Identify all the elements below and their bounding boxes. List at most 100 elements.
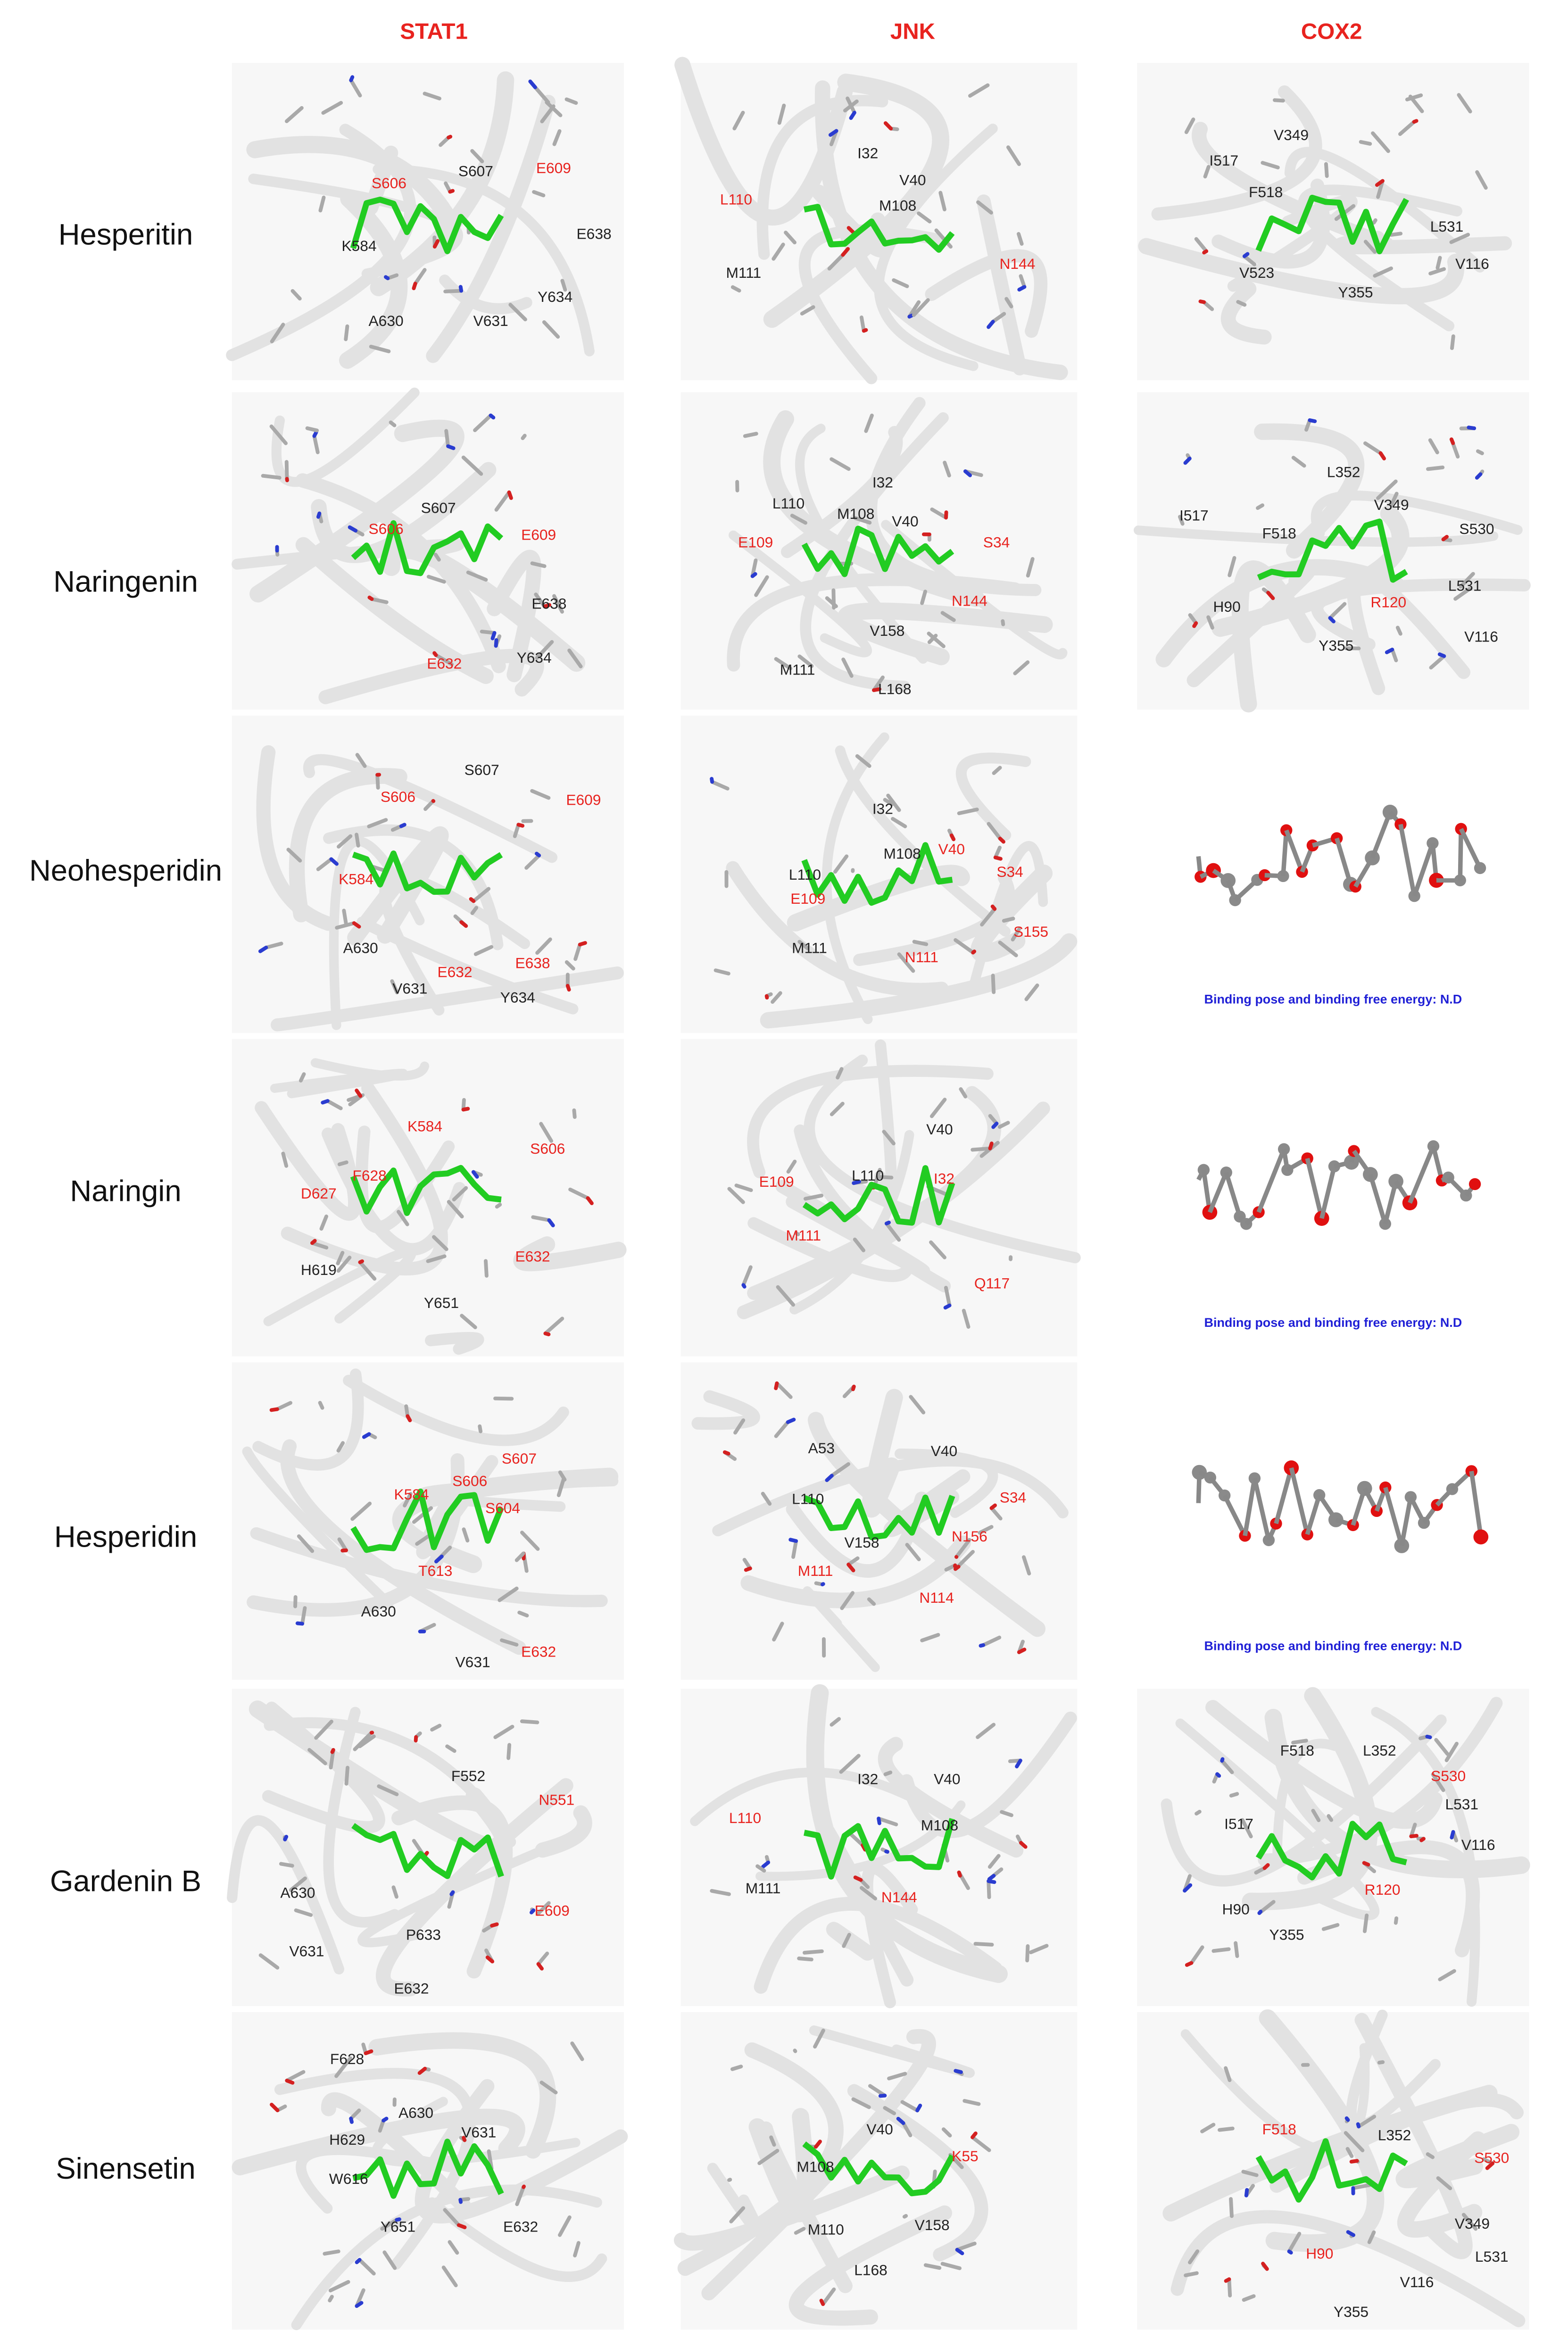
residue-stick: [1261, 161, 1280, 170]
residue-tip: [1449, 437, 1455, 445]
residue-stick: [297, 1534, 315, 1553]
bond: [1319, 1166, 1337, 1219]
ribbon: [1205, 1700, 1443, 1829]
residue-label: Q117: [974, 1275, 1010, 1292]
bond: [1274, 1467, 1294, 1524]
residue-label: V349: [1274, 126, 1309, 143]
residue-stick: [853, 516, 872, 525]
residue-stick: [335, 921, 356, 930]
bond: [1398, 824, 1417, 897]
residue-tip: [1328, 616, 1336, 624]
panel: I32 M108 V40 L110 S34 E109 M111 N111 S155: [680, 716, 1078, 1033]
residue-label: V40: [934, 1770, 960, 1787]
residue-stick: [370, 597, 389, 604]
residue-tip: [406, 1414, 412, 1423]
bond: [1305, 1494, 1322, 1535]
ribbon: [426, 94, 556, 363]
ribbon: [323, 824, 504, 950]
residue-stick: [1016, 232, 1024, 246]
residue-stick: [1409, 1823, 1417, 1839]
residue-stick: [321, 101, 343, 115]
residue-tip: [955, 2248, 964, 2256]
residue-label: T613: [418, 1562, 452, 1579]
residue-stick: [940, 2262, 962, 2270]
residue-stick: [380, 2218, 399, 2231]
residue-label: V158: [870, 622, 904, 639]
residue-stick: [976, 200, 993, 215]
residue-label: V349: [1455, 2215, 1490, 2232]
residue-stick: [543, 1316, 564, 1336]
residue-tip: [943, 1303, 952, 1310]
residue-tip: [979, 1643, 986, 1648]
residue-stick: [460, 1314, 477, 1329]
residue-stick: [314, 1719, 333, 1740]
residue-stick: [775, 1381, 793, 1399]
panel: F628 A630 H629 V631 W616 Y651 E632: [232, 2012, 628, 2331]
residue-stick: [300, 1606, 307, 1626]
residue-stick: [281, 1151, 289, 1168]
residue-tip: [1356, 2122, 1361, 2129]
ligand: [801, 842, 953, 906]
residue-tip: [1224, 2277, 1231, 2283]
residue-tip: [954, 2069, 963, 2074]
residue-stick: [892, 278, 909, 288]
ribbon: [729, 530, 872, 658]
residue-label: M111: [798, 1562, 833, 1579]
residue-stick: [1184, 117, 1195, 134]
residue-tip: [954, 1565, 961, 1571]
ribbon: [968, 841, 1048, 994]
residue-label: V158: [915, 2216, 950, 2233]
residue-stick: [851, 2097, 871, 2109]
residue-tip: [853, 1875, 863, 1882]
residue-tip: [741, 1283, 747, 1289]
residue-label: D627: [301, 1185, 337, 1202]
residue-label: E638: [531, 595, 566, 612]
residue-label: V40: [892, 513, 918, 530]
residue-stick: [772, 242, 785, 261]
residue-stick: [470, 149, 484, 164]
residue-stick: [729, 2206, 746, 2223]
residue-stick: [545, 100, 563, 117]
residue-stick: [337, 834, 353, 849]
residue-tip: [471, 1170, 479, 1179]
ligand: [802, 2141, 955, 2197]
residue-tip: [330, 1748, 335, 1754]
residue-tip: [750, 572, 757, 578]
residue-stick: [1344, 2131, 1365, 2152]
residue-tip: [1215, 1772, 1221, 1778]
residue-stick: [1013, 660, 1030, 675]
residue-stick: [573, 942, 582, 961]
residue-stick: [1229, 2197, 1234, 2218]
ribbon: [976, 194, 1027, 375]
residue-stick: [1450, 334, 1455, 350]
residue-stick: [938, 191, 946, 212]
residue-label: M108: [879, 197, 916, 214]
residue-tip: [884, 1849, 889, 1854]
residue-tip: [884, 1220, 891, 1225]
atom: [1474, 862, 1486, 874]
residue-tip: [1019, 1840, 1028, 1849]
residue-stick: [258, 1953, 280, 1970]
residue-stick: [940, 611, 956, 622]
residue-stick: [830, 457, 851, 471]
residue-label: E609: [535, 1902, 570, 1919]
residue-stick: [772, 1622, 784, 1642]
residue-label: Y355: [1269, 1926, 1304, 1943]
residue-label: E632: [427, 655, 462, 672]
residue-stick: [426, 1254, 447, 1263]
ligand: [352, 850, 503, 895]
bond: [1224, 1172, 1242, 1217]
residue-tip: [355, 1088, 363, 1098]
residue-tip: [963, 469, 972, 477]
residue-stick: [1227, 2277, 1232, 2298]
residue-stick: [536, 1901, 551, 1916]
residue-label: N111: [905, 949, 938, 966]
ligand: [350, 1488, 504, 1553]
ligand: [1255, 194, 1409, 255]
residue-label: E632: [394, 1980, 429, 1997]
residue-stick: [342, 908, 348, 925]
residue-label: M108: [921, 1817, 958, 1834]
residue-stick: [423, 92, 441, 100]
residue-stick: [1405, 93, 1423, 101]
residue-stick: [377, 1784, 399, 1797]
